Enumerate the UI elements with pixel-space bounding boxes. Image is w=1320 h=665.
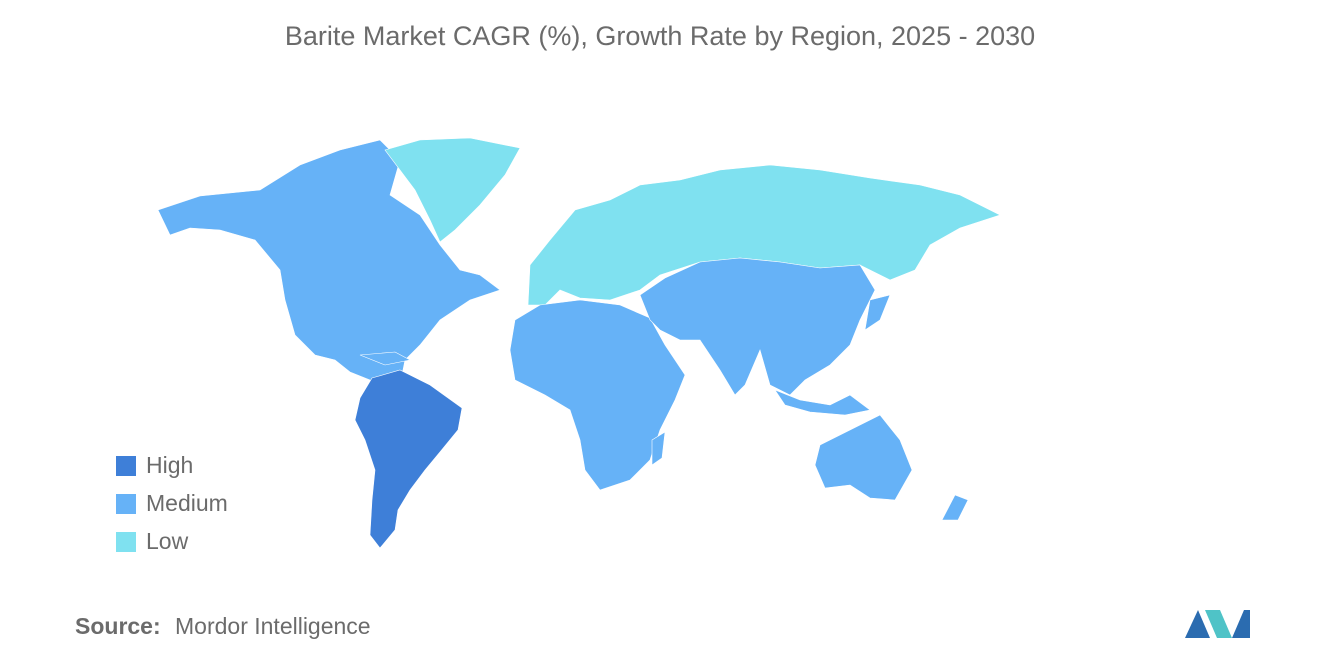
region-asia xyxy=(639,257,876,396)
legend-swatch xyxy=(116,494,136,514)
region-europe-russia xyxy=(527,164,1001,306)
region-madagascar xyxy=(651,431,666,466)
legend-swatch xyxy=(116,456,136,476)
logo xyxy=(1185,610,1250,638)
legend: High Medium Low xyxy=(116,452,228,554)
region-japan xyxy=(864,294,891,331)
region-south-america xyxy=(354,369,463,549)
region-africa xyxy=(509,299,686,491)
world-map xyxy=(157,137,1001,549)
region-southeast-asia xyxy=(774,389,871,416)
legend-label: Medium xyxy=(146,490,228,516)
source-text: Mordor Intelligence xyxy=(175,613,371,639)
chart-title: Barite Market CAGR (%), Growth Rate by R… xyxy=(285,21,1035,51)
region-north-america xyxy=(157,139,501,386)
region-new-zealand xyxy=(941,494,969,521)
region-australia xyxy=(814,414,913,501)
legend-swatch xyxy=(116,532,136,552)
region-greenland xyxy=(384,137,521,243)
region-caribbean xyxy=(359,351,411,366)
source-label: Source: xyxy=(75,613,161,639)
legend-label: High xyxy=(146,452,193,478)
legend-label: Low xyxy=(146,528,189,554)
